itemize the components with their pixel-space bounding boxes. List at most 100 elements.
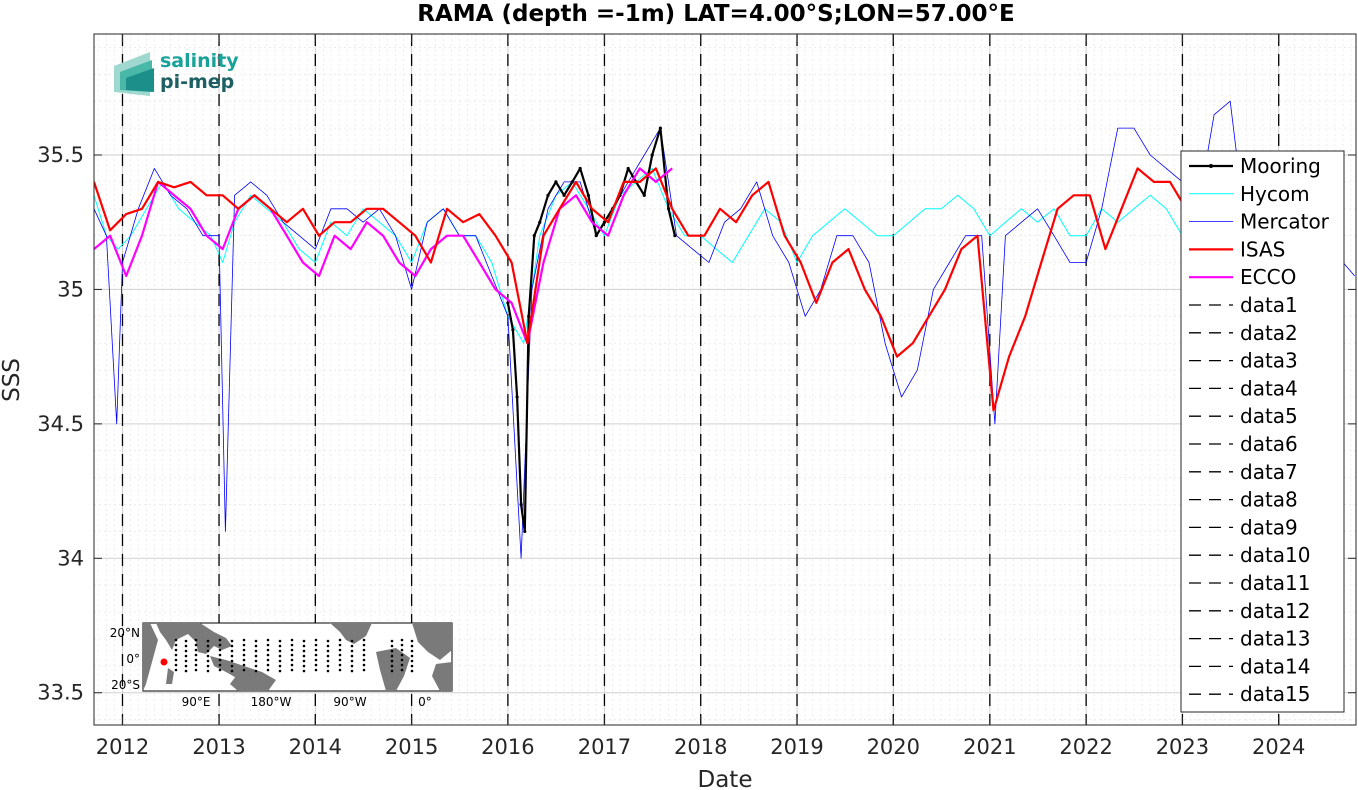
station-dot	[410, 659, 414, 663]
station-dot	[266, 653, 270, 657]
station-dot	[174, 648, 178, 652]
map-lon-label-90w: 90°W	[333, 695, 366, 709]
mooring-point	[538, 220, 542, 224]
x-tick-label: 2015	[385, 735, 438, 759]
station-dot	[390, 639, 394, 643]
station-dot	[302, 659, 306, 663]
station-dot	[326, 644, 330, 648]
station-dot	[266, 643, 270, 647]
station-dot	[194, 648, 198, 652]
station-dot	[350, 659, 354, 663]
x-tick-label: 2014	[289, 735, 342, 759]
y-tick-label: 35.5	[37, 143, 84, 167]
station-dot	[390, 659, 394, 663]
legend-label: data13	[1240, 627, 1311, 651]
station-dot	[174, 668, 178, 672]
station-dot	[350, 644, 354, 648]
legend-label: Hycom	[1240, 182, 1310, 206]
x-tick-label: 2022	[1059, 735, 1112, 759]
station-dot	[184, 644, 188, 648]
station-dot	[194, 663, 198, 667]
mooring-point	[578, 166, 582, 171]
mooring-point	[602, 220, 607, 224]
map-land	[143, 623, 452, 691]
station-dot	[314, 643, 318, 647]
station-dot	[184, 654, 188, 658]
legend-label: data6	[1240, 432, 1298, 456]
mooring-point	[673, 234, 677, 238]
station-dot	[230, 649, 234, 653]
station-dot	[400, 638, 404, 642]
station-dot	[302, 639, 306, 643]
series-lines	[94, 100, 1356, 559]
station-dot	[206, 669, 210, 673]
station-dot	[218, 668, 222, 672]
station-dot	[350, 654, 354, 658]
station-dot	[362, 653, 366, 657]
station-dot	[230, 654, 234, 658]
station-dot	[302, 669, 306, 673]
x-tick-label: 2017	[578, 735, 631, 759]
station-dot	[338, 668, 342, 672]
station-dot	[254, 659, 258, 663]
station-dot	[184, 669, 188, 673]
station-dot	[184, 664, 188, 668]
map-lon-label-0: 0°	[418, 695, 432, 709]
mooring-point	[532, 234, 536, 238]
station-dot	[266, 668, 270, 672]
station-dot	[290, 668, 294, 672]
station-dot	[242, 668, 246, 672]
chart-title: RAMA (depth =-1m) LAT=4.00°S;LON=57.00°E	[417, 1, 1014, 27]
series-line-mercator	[94, 100, 1356, 559]
legend: Mooring Hycom Mercator ISAS ECCO data1 data2 da…	[1180, 150, 1345, 713]
map-lat-label-n: 20°N	[110, 626, 140, 640]
station-dot	[326, 664, 330, 668]
station-dot	[350, 639, 354, 643]
logo-line2: pi-mep	[160, 71, 234, 93]
station-dot	[242, 638, 246, 642]
station-dot	[218, 658, 222, 662]
station-dot	[400, 648, 404, 652]
station-dot	[338, 663, 342, 667]
x-tick-label: 2021	[963, 735, 1016, 759]
station-dot	[410, 639, 414, 643]
station-dot	[206, 639, 210, 643]
station-dot	[350, 649, 354, 653]
station-dot	[194, 638, 198, 642]
station-dot	[390, 669, 394, 673]
station-dot	[174, 638, 178, 642]
legend-label: data4	[1240, 376, 1298, 400]
map-lat-label-eq: 0°	[126, 652, 140, 666]
station-dot	[206, 644, 210, 648]
legend-label: ECCO	[1240, 265, 1296, 289]
legend-label: data7	[1240, 460, 1298, 484]
station-dot	[410, 669, 414, 673]
series-line-ecco	[94, 167, 673, 345]
station-dot	[314, 653, 318, 657]
station-dot	[278, 649, 282, 653]
station-dot	[290, 663, 294, 667]
station-dot	[400, 663, 404, 667]
x-tick-label: 2019	[770, 735, 823, 759]
legend-label: Mercator	[1240, 210, 1330, 234]
mooring-point	[546, 193, 550, 197]
station-dot	[230, 659, 234, 663]
x-axis-label: Date	[698, 767, 753, 790]
map-lon-label-90e: 90°E	[182, 695, 211, 709]
station-dot	[362, 658, 366, 662]
station-dot	[254, 654, 258, 658]
station-dot	[206, 654, 210, 658]
y-axis-label: SSS	[0, 358, 25, 402]
station-dot	[314, 638, 318, 642]
station-dot	[278, 644, 282, 648]
station-dot	[390, 649, 394, 653]
station-dot	[326, 659, 330, 663]
mooring-point	[666, 207, 671, 211]
mooring-point	[562, 193, 566, 197]
station-dot	[338, 653, 342, 657]
station-dot	[266, 658, 270, 662]
station-dot	[194, 643, 198, 647]
station-dot	[184, 649, 188, 653]
station-dot	[184, 659, 188, 663]
series-line-isas	[94, 167, 1188, 412]
